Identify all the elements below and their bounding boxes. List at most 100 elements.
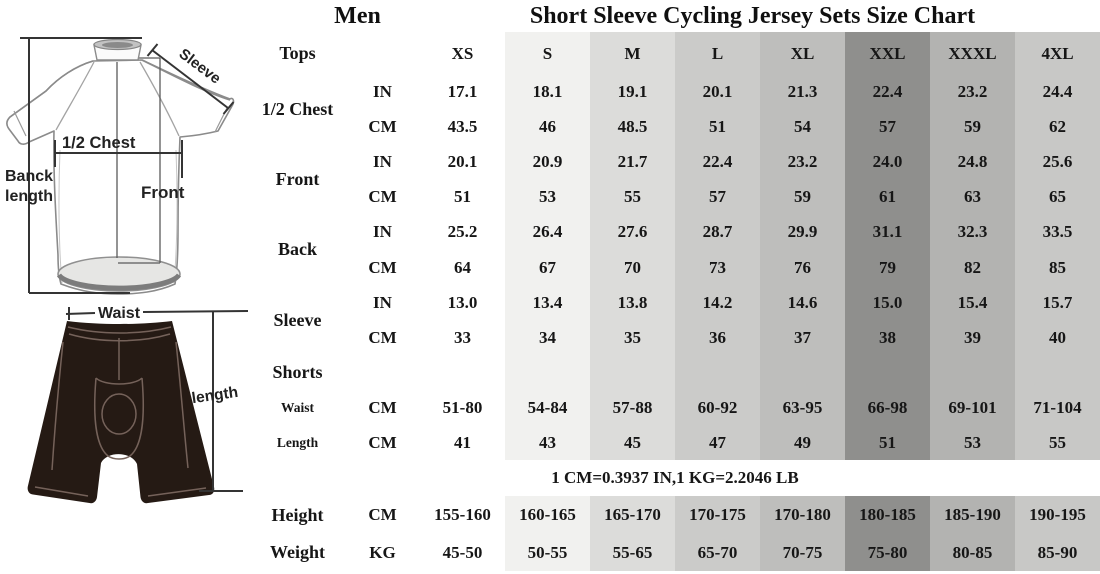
value-cell: 37 <box>760 320 845 355</box>
value-cell: 19.1 <box>590 74 675 109</box>
row-label: Height <box>250 496 345 534</box>
unit-cell: IN <box>345 214 420 249</box>
blank-cell <box>590 355 675 390</box>
blank-cell <box>930 355 1015 390</box>
value-cell: 57 <box>845 109 930 144</box>
value-cell: 65-70 <box>675 534 760 572</box>
value-cell: 65 <box>1015 179 1100 214</box>
value-cell: 76 <box>760 249 845 284</box>
value-cell: 22.4 <box>675 144 760 179</box>
back-length-label-line2: length <box>5 188 53 205</box>
value-cell: 32.3 <box>930 214 1015 249</box>
value-cell: 27.6 <box>590 214 675 249</box>
value-cell: 26.4 <box>505 214 590 249</box>
body-size-table: HeightCM155-160160-165165-170170-175170-… <box>250 496 1100 571</box>
value-cell: 45 <box>590 425 675 460</box>
waist-measure-label: Waist <box>98 305 141 322</box>
value-cell: 79 <box>845 249 930 284</box>
unit-cell: CM <box>345 109 420 144</box>
value-cell: 20.9 <box>505 144 590 179</box>
blank-cell <box>760 355 845 390</box>
value-cell: 23.2 <box>760 144 845 179</box>
value-cell: 62 <box>1015 109 1100 144</box>
value-cell: 24.8 <box>930 144 1015 179</box>
value-cell: 170-175 <box>675 496 760 534</box>
unit-cell: IN <box>345 74 420 109</box>
unit-cell: CM <box>345 249 420 284</box>
blank-cell <box>420 355 505 390</box>
half-chest-measure-label: 1/2 Chest <box>62 134 136 152</box>
value-cell: 61 <box>845 179 930 214</box>
value-cell: 73 <box>675 249 760 284</box>
front-measure-label: Front <box>141 183 185 202</box>
unit-cell: CM <box>345 496 420 534</box>
value-cell: 13.4 <box>505 285 590 320</box>
value-cell: 69-101 <box>930 390 1015 425</box>
value-cell: 51-80 <box>420 390 505 425</box>
value-cell: 53 <box>505 179 590 214</box>
value-cell: 155-160 <box>420 496 505 534</box>
value-cell: 45-50 <box>420 534 505 572</box>
row-label: Waist <box>250 390 345 425</box>
value-cell: 51 <box>420 179 505 214</box>
value-cell: 14.2 <box>675 285 760 320</box>
value-cell: 59 <box>760 179 845 214</box>
value-cell: 50-55 <box>505 534 590 572</box>
value-cell: 51 <box>845 425 930 460</box>
value-cell: 36 <box>675 320 760 355</box>
value-cell: 13.8 <box>590 285 675 320</box>
unit-cell: CM <box>345 179 420 214</box>
value-cell: 57 <box>675 179 760 214</box>
value-cell: 33 <box>420 320 505 355</box>
value-cell: 15.0 <box>845 285 930 320</box>
unit-cell: KG <box>345 534 420 572</box>
unit-cell-blank <box>345 355 420 390</box>
value-cell: 39 <box>930 320 1015 355</box>
row-label: Weight <box>250 534 345 572</box>
blank-cell <box>675 355 760 390</box>
value-cell: 17.1 <box>420 74 505 109</box>
value-cell: 53 <box>930 425 1015 460</box>
garment-measurement-diagram: Sleeve 1/2 Chest Banck length Front <box>0 0 250 574</box>
blank-cell <box>845 355 930 390</box>
value-cell: 71-104 <box>1015 390 1100 425</box>
shorts-illustration <box>28 321 215 503</box>
row-label: 1/2 Chest <box>250 74 345 144</box>
value-cell: 20.1 <box>675 74 760 109</box>
value-cell: 40 <box>1015 320 1100 355</box>
value-cell: 180-185 <box>845 496 930 534</box>
value-cell: 85-90 <box>1015 534 1100 572</box>
unit-cell: IN <box>345 285 420 320</box>
size-column-header-xxxl: XXXL <box>930 32 1015 74</box>
unit-cell: IN <box>345 144 420 179</box>
value-cell: 70 <box>590 249 675 284</box>
value-cell: 28.7 <box>675 214 760 249</box>
value-cell: 43 <box>505 425 590 460</box>
value-cell: 25.2 <box>420 214 505 249</box>
value-cell: 49 <box>760 425 845 460</box>
size-column-header-s: S <box>505 32 590 74</box>
value-cell: 41 <box>420 425 505 460</box>
value-cell: 54-84 <box>505 390 590 425</box>
value-cell: 85 <box>1015 249 1100 284</box>
value-cell: 63-95 <box>760 390 845 425</box>
value-cell: 13.0 <box>420 285 505 320</box>
blank-cell <box>505 355 590 390</box>
value-cell: 35 <box>590 320 675 355</box>
value-cell: 34 <box>505 320 590 355</box>
value-cell: 47 <box>675 425 760 460</box>
value-cell: 170-180 <box>760 496 845 534</box>
row-label: Shorts <box>250 355 345 390</box>
tops-corner-header: Tops <box>250 32 345 74</box>
value-cell: 48.5 <box>590 109 675 144</box>
size-column-header-4xl: 4XL <box>1015 32 1100 74</box>
value-cell: 33.5 <box>1015 214 1100 249</box>
value-cell: 43.5 <box>420 109 505 144</box>
value-cell: 15.7 <box>1015 285 1100 320</box>
value-cell: 80-85 <box>930 534 1015 572</box>
value-cell: 64 <box>420 249 505 284</box>
value-cell: 55 <box>590 179 675 214</box>
size-column-header-xl: XL <box>760 32 845 74</box>
value-cell: 38 <box>845 320 930 355</box>
length-measure-label: length <box>191 384 239 407</box>
